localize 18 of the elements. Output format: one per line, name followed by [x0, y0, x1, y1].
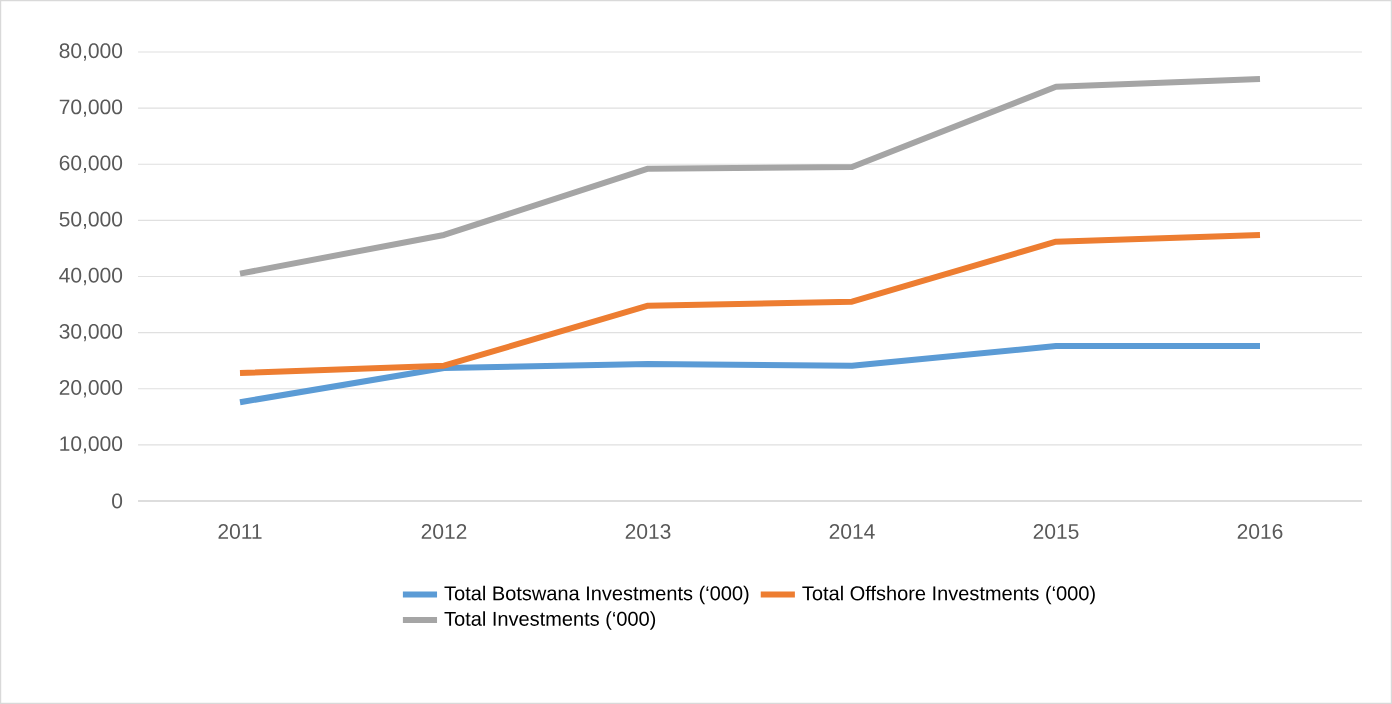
y-tick-label: 30,000 [59, 323, 123, 342]
y-tick-label: 40,000 [59, 267, 123, 286]
y-tick-label: 10,000 [60, 436, 123, 454]
legend-label: Total Offshore Investments (‘000) [802, 585, 1095, 605]
legend-label: Total Botswana Investments (‘000) [444, 585, 749, 605]
y-tick-label: 0 [112, 493, 123, 509]
y-tick-label: 60,000 [59, 155, 123, 173]
x-tick-label: 2016 [1237, 524, 1283, 539]
x-tick-label: 2012 [421, 524, 467, 539]
x-tick-label: 2015 [1033, 524, 1079, 539]
x-tick-label: 2013 [625, 524, 671, 539]
legend-label: Total Investments (‘000) [444, 611, 656, 630]
x-tick-label: 2011 [218, 524, 262, 539]
y-tick-label: 80,000 [59, 43, 123, 61]
x-tick-label: 2014 [829, 524, 875, 539]
y-tick-label: 50,000 [59, 211, 123, 230]
y-tick-label: 70,000 [59, 99, 123, 117]
y-tick-label: 20,000 [59, 380, 123, 398]
